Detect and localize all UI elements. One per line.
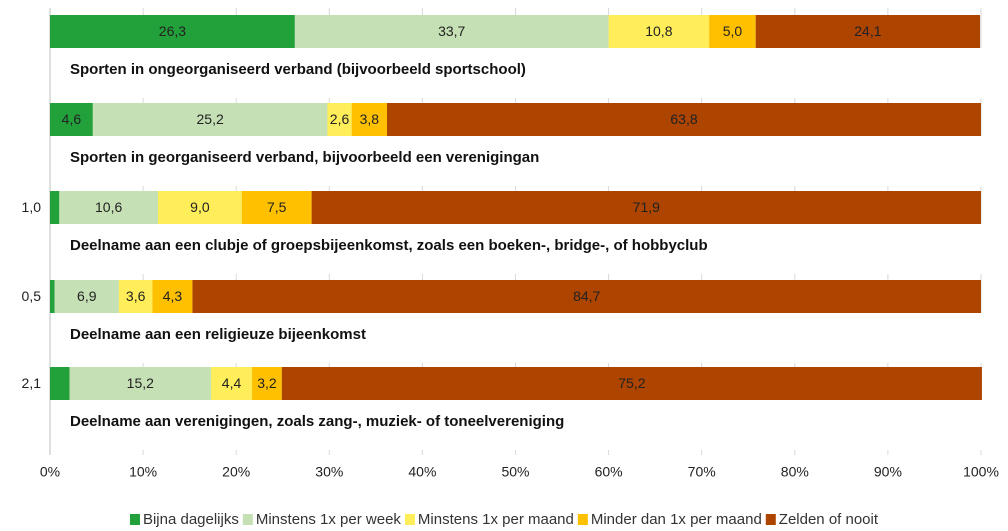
x-tick-label: 30%: [315, 464, 343, 480]
value-label: 4,4: [222, 375, 242, 391]
bar-segment: [50, 15, 295, 48]
value-label: 10,6: [95, 199, 122, 215]
bar-segment: [118, 280, 153, 313]
value-label: 24,1: [854, 23, 881, 39]
bar-segment: [241, 191, 312, 224]
row-bg: [51, 400, 982, 450]
bar-segment: [327, 103, 352, 136]
bar-segment: [50, 103, 93, 136]
row-bg: [51, 224, 982, 274]
row-bg: [51, 313, 982, 363]
x-tick-label: 0%: [40, 464, 60, 480]
bar-segment: [311, 191, 982, 224]
bar-segment: [50, 280, 55, 313]
legend-label: Minstens 1x per week: [256, 511, 402, 528]
legend-label: Zelden of nooit: [779, 511, 879, 528]
category-label: Deelname aan een religieuze bijeenkomst: [70, 326, 366, 343]
bar-segment: [755, 15, 981, 48]
row-bg: [51, 48, 982, 98]
x-tick-label: 100%: [963, 464, 999, 480]
legend-label: Bijna dagelijks: [143, 511, 239, 528]
legend-label: Minder dan 1x per maand: [591, 511, 762, 528]
legend-swatch: [765, 514, 776, 525]
bar-segment: [252, 367, 282, 400]
bar-segment: [50, 367, 70, 400]
legend: Bijna dagelijks Minstens 1x per week Minst…: [129, 511, 879, 528]
value-label: 25,2: [197, 111, 224, 127]
row-bg: [51, 136, 982, 186]
value-label: 10,8: [645, 23, 672, 39]
value-label: 9,0: [190, 199, 210, 215]
value-label: 75,2: [618, 375, 645, 391]
value-label: 33,7: [438, 23, 465, 39]
value-label: 84,7: [573, 288, 600, 304]
value-label: 0,5: [22, 288, 42, 304]
category-label: Deelname aan een clubje of groepsbijeenk…: [70, 237, 708, 254]
x-tick-label: 70%: [688, 464, 716, 480]
value-label: 3,8: [360, 111, 380, 127]
value-label: 2,6: [330, 111, 350, 127]
legend-swatch: [404, 514, 415, 525]
value-label: 2,1: [22, 375, 42, 391]
bar-segment: [387, 103, 982, 136]
value-label: 7,5: [267, 199, 287, 215]
bar-segment: [709, 15, 756, 48]
value-label: 4,6: [62, 111, 82, 127]
value-label: 3,6: [126, 288, 146, 304]
value-label: 26,3: [159, 23, 186, 39]
bar-segment: [69, 367, 212, 400]
x-tick-label: 50%: [501, 464, 529, 480]
value-label: 1,0: [22, 199, 42, 215]
category-label: Sporten in georganiseerd verband, bijvoo…: [70, 149, 539, 166]
x-tick-label: 10%: [129, 464, 157, 480]
value-label: 4,3: [163, 288, 183, 304]
x-tick-label: 80%: [781, 464, 809, 480]
bar-segment: [50, 191, 60, 224]
x-tick-label: 60%: [595, 464, 623, 480]
bar-segment: [294, 15, 609, 48]
bar-segment: [152, 280, 193, 313]
bar-segment: [281, 367, 982, 400]
legend-swatch: [129, 514, 140, 525]
value-label: 5,0: [723, 23, 743, 39]
bar-segment: [92, 103, 328, 136]
value-label: 15,2: [127, 375, 154, 391]
value-label: 3,2: [257, 375, 277, 391]
legend-swatch: [242, 514, 253, 525]
bar-segment: [192, 280, 981, 313]
value-label: 63,8: [670, 111, 697, 127]
value-label: 71,9: [633, 199, 660, 215]
bar-segment: [59, 191, 158, 224]
x-tick-label: 20%: [222, 464, 250, 480]
bar-segment: [211, 367, 253, 400]
legend-label: Minstens 1x per maand: [418, 511, 574, 528]
x-tick-label: 90%: [874, 464, 902, 480]
x-tick-label: 40%: [408, 464, 436, 480]
legend-swatch: [577, 514, 588, 525]
category-label: Deelname aan verenigingen, zoals zang-, …: [70, 413, 564, 430]
bar-segment: [54, 280, 119, 313]
bar-segment: [608, 15, 710, 48]
category-label: Sporten in ongeorganiseerd verband (bijv…: [70, 61, 526, 78]
bar-segment: [351, 103, 388, 136]
value-label: 6,9: [77, 288, 97, 304]
bar-segment: [157, 191, 242, 224]
